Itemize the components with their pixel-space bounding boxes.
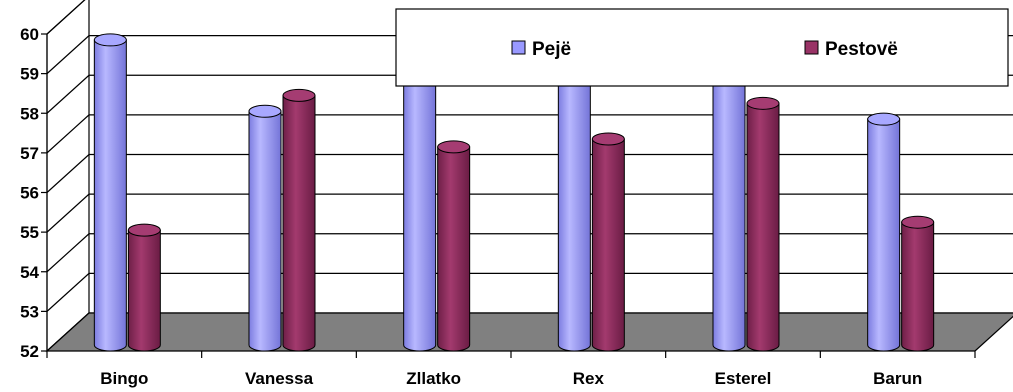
x-tick-label: Bingo [100,369,148,388]
y-tick-label: 55 [20,223,39,242]
y-tick-label: 59 [20,65,39,84]
bar-body [403,39,437,352]
bar [437,140,471,352]
y-tick-label: 54 [20,263,39,282]
bar-top [127,223,161,237]
bar-top [746,96,780,110]
legend: Pejë Pestovë [395,8,1009,87]
gridline [46,233,1013,273]
bar [248,104,282,352]
gridline [46,0,86,35]
bar-body [437,146,471,352]
gridline [46,193,1013,233]
bar-top [867,112,901,126]
bar-body [591,138,625,352]
y-tick-label: 56 [20,184,39,203]
bar-body [901,221,935,352]
bar-body [557,35,591,352]
y-axis-ticks: 52 53 54 55 56 57 58 59 60 [20,25,39,361]
gridline [46,272,1013,312]
bar-top [93,33,127,47]
y-tick-label: 60 [20,25,39,44]
legend-box [395,8,1009,87]
y-tick-label: 57 [20,144,39,163]
bar-top [591,132,625,146]
y-tick-label: 53 [20,302,39,321]
gridline [46,153,1013,193]
y-tick-label: 58 [20,104,39,123]
bar [127,223,161,352]
bar-body [746,102,780,352]
bar-body [93,39,127,352]
legend-swatch-pestove [804,40,819,55]
bar [867,112,901,352]
bar [746,96,780,352]
x-tick-label: Vanessa [245,369,314,388]
x-tick-label: Zllatko [406,369,461,388]
bar-top [437,140,471,154]
bar-body [127,229,161,352]
bar-body [867,118,901,352]
legend-swatch-peje [511,40,526,55]
bars-group [93,29,935,352]
y-tick-label: 52 [20,342,39,361]
bar [93,33,127,352]
bar [591,132,625,352]
side-wall [46,0,90,353]
bar [901,215,935,352]
x-tick-label: Barun [873,369,922,388]
bar-body [712,43,746,352]
gridlines [41,0,1013,352]
legend-label-peje: Pejë [532,39,571,60]
bar [282,88,316,352]
x-tick-label: Rex [573,369,605,388]
x-axis-ticks: Bingo Vanessa Zllatko Rex Esterel Barun [46,351,976,388]
gridline [46,114,1013,154]
bar-top [282,88,316,102]
bar-top [248,104,282,118]
bar-top [901,215,935,229]
x-tick-label: Esterel [715,369,772,388]
legend-label-pestove: Pestovë [825,39,898,60]
bar-body [282,94,316,352]
bar-body [248,110,282,352]
